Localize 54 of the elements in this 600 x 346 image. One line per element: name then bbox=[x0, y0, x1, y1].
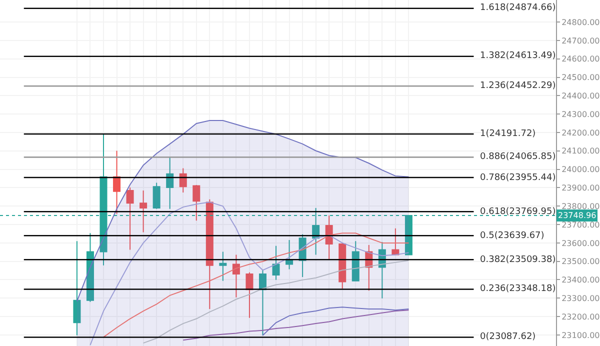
ref-line-label: 1(24191.72) bbox=[480, 129, 536, 139]
y-tick-label: 24000.00 bbox=[562, 165, 600, 174]
line-series bbox=[142, 260, 410, 344]
line-series bbox=[103, 232, 410, 338]
y-tick-label: 23800.00 bbox=[562, 202, 600, 211]
y-tick-label: 24400.00 bbox=[562, 92, 600, 100]
candlestick bbox=[392, 228, 400, 256]
y-tick-label: 24700.00 bbox=[562, 36, 600, 46]
candlestick bbox=[166, 157, 174, 210]
y-tick-label: 23300.00 bbox=[562, 294, 600, 303]
ref-line-label: 0(23087.62) bbox=[480, 332, 536, 342]
line-series bbox=[90, 202, 410, 346]
candlestick bbox=[126, 187, 134, 250]
y-tick-label: 23200.00 bbox=[562, 312, 600, 322]
y-tick-label: 23100.00 bbox=[562, 330, 600, 340]
y-tick-label: 23600.00 bbox=[562, 238, 600, 248]
ref-line-label: 0.382(23509.38) bbox=[480, 255, 556, 265]
candlestick bbox=[206, 198, 214, 310]
y-tick-label: 24600.00 bbox=[562, 54, 600, 64]
line-series bbox=[262, 306, 410, 336]
y-tick-label: 23700.00 bbox=[562, 220, 600, 230]
ref-line-label: 1.236(24452.29) bbox=[480, 81, 556, 91]
ref-line-label: 0.886(24065.85) bbox=[480, 152, 556, 162]
candlestick bbox=[286, 239, 294, 270]
ref-line-label: 0.236(23348.18) bbox=[480, 284, 556, 294]
candlestick bbox=[192, 184, 200, 222]
line-series bbox=[182, 310, 410, 341]
ref-line-label: 1.382(24613.49) bbox=[480, 51, 556, 61]
candlestick bbox=[232, 254, 240, 298]
candlestick bbox=[152, 182, 160, 210]
y-tick-label: 23900.00 bbox=[562, 184, 600, 193]
ref-line-label: 1.618(24874.66) bbox=[480, 3, 556, 13]
y-tick-label: 23400.00 bbox=[562, 276, 600, 285]
candlestick bbox=[272, 245, 280, 280]
candlestick bbox=[246, 272, 254, 318]
candlestick bbox=[219, 251, 227, 282]
y-tick-label: 24100.00 bbox=[562, 146, 600, 156]
y-tick-label: 23500.00 bbox=[562, 257, 600, 266]
y-tick-label: 24500.00 bbox=[562, 73, 600, 82]
ref-line-label: 23748.96 bbox=[558, 211, 596, 220]
candlestick bbox=[86, 232, 94, 302]
candlestick bbox=[73, 240, 81, 336]
candlestick bbox=[113, 150, 121, 214]
y-tick-label: 24300.00 bbox=[562, 110, 600, 119]
candlestick bbox=[258, 270, 266, 336]
y-tick-label: 24800.00 bbox=[562, 18, 600, 27]
candlestick bbox=[140, 190, 148, 233]
candlestick bbox=[352, 240, 360, 282]
candlestick bbox=[338, 242, 346, 290]
candlestick bbox=[179, 168, 187, 194]
ref-line-label: 0.5(23639.67) bbox=[480, 231, 544, 241]
y-tick-label: 24200.00 bbox=[562, 128, 600, 138]
ref-line-label: 0.786(23955.44) bbox=[480, 173, 556, 183]
ref-line-label: 0.618(23769.95) bbox=[480, 207, 556, 217]
